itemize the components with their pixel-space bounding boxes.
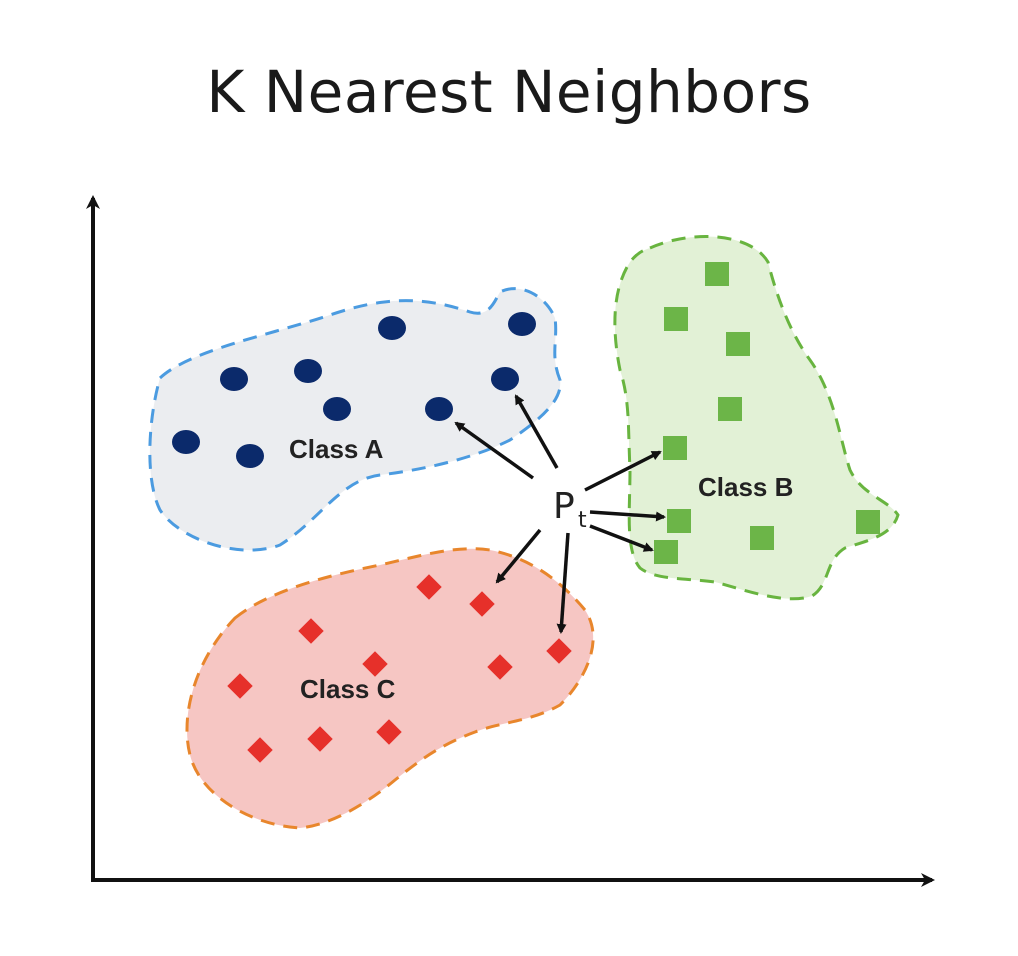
query-point-label: P xyxy=(553,486,575,527)
arrow-to-class-b-1 xyxy=(584,450,662,492)
class-b-point xyxy=(750,526,774,550)
neighbor-arrows xyxy=(454,394,666,634)
class-b-point xyxy=(667,509,691,533)
class-a-point xyxy=(172,430,200,454)
class-a-point xyxy=(236,444,264,468)
class-a-point xyxy=(508,312,536,336)
arrow-to-class-b-3 xyxy=(589,524,654,552)
class-b-point xyxy=(654,540,678,564)
class-c-point xyxy=(416,574,442,600)
class-c-point xyxy=(487,654,513,680)
class-a-point xyxy=(491,367,519,391)
arrow-to-class-b-2 xyxy=(589,510,666,522)
class-c-point xyxy=(307,726,333,752)
class-a-points xyxy=(172,312,536,468)
class-c-points xyxy=(227,574,572,763)
arrow-to-class-c-1 xyxy=(495,528,542,584)
class-b-point xyxy=(856,510,880,534)
arrow-to-class-a-2 xyxy=(514,394,559,469)
class-c-point xyxy=(227,673,253,699)
class-c-point xyxy=(376,719,402,745)
class-c-point xyxy=(298,618,324,644)
class-b-label: Class B xyxy=(698,472,793,502)
arrow-to-class-c-2 xyxy=(556,532,570,634)
arrow-to-class-a-1 xyxy=(454,421,535,480)
class-c-point xyxy=(362,651,388,677)
class-a-point xyxy=(294,359,322,383)
class-c-point xyxy=(546,638,572,664)
class-a-point xyxy=(323,397,351,421)
class-a-label: Class A xyxy=(289,434,384,464)
class-c-point xyxy=(469,591,495,617)
class-a-region xyxy=(148,287,562,552)
class-b-point xyxy=(663,436,687,460)
class-b-point xyxy=(726,332,750,356)
class-c-point xyxy=(247,737,273,763)
class-b-points xyxy=(654,262,880,564)
diagram-title: K Nearest Neighbors xyxy=(206,58,812,126)
query-point: P t xyxy=(553,486,587,533)
class-a-point xyxy=(378,316,406,340)
class-c-label: Class C xyxy=(300,674,396,704)
class-b-point xyxy=(718,397,742,421)
class-a-point xyxy=(220,367,248,391)
class-c-region xyxy=(185,547,595,830)
class-a-point xyxy=(425,397,453,421)
class-b-point xyxy=(664,307,688,331)
query-point-subscript: t xyxy=(578,508,587,533)
class-b-point xyxy=(705,262,729,286)
